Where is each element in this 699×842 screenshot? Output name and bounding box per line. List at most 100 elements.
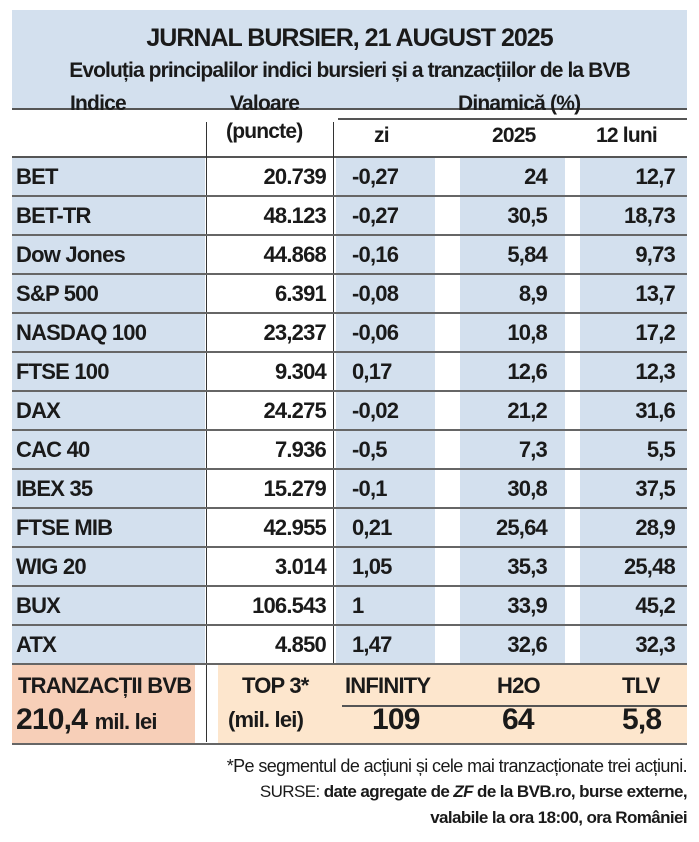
index-name: S&P 500 (12, 275, 205, 312)
index-value: 6.391 (274, 281, 327, 306)
change-ytd: 21,2 (460, 392, 565, 429)
change-ytd: 32,6 (460, 626, 565, 663)
change-day: 1 (336, 587, 435, 624)
change-12m: 31,6 (580, 392, 687, 429)
header-puncte: (puncte) (226, 120, 303, 143)
top3-label: TOP 3* (242, 673, 309, 698)
transactions-total: 210,4 mil. lei (16, 703, 158, 737)
column-divider (206, 122, 207, 742)
change-ytd: 30,5 (460, 197, 565, 234)
index-value: 15.279 (263, 476, 327, 501)
change-day: 1,05 (336, 548, 435, 585)
header-bottom-line (12, 156, 687, 158)
table-row: DAX 24.275 -0,02 21,2 31,6 (12, 392, 687, 431)
table-row: BET 20.739 -0,27 24 12,7 (12, 158, 687, 197)
change-12m: 5,5 (580, 431, 687, 468)
change-ytd: 12,6 (460, 353, 565, 390)
sources-label: SURSE: (259, 782, 320, 801)
index-table: BET 20.739 -0,27 24 12,7 BET-TR 48.123 -0,27 30,… (12, 158, 687, 665)
index-name: CAC 40 (12, 431, 205, 468)
page-title: JURNAL BURSIER, 21 AUGUST 2025 (146, 24, 553, 52)
change-12m: 9,73 (580, 236, 687, 273)
index-value: 20.739 (263, 164, 327, 189)
index-name: Dow Jones (12, 236, 205, 273)
header-valoare: Valoare (230, 92, 300, 115)
header-divider (338, 118, 687, 120)
header-zi: zi (374, 124, 390, 147)
transactions-label: TRANZACȚII BVB (18, 673, 192, 698)
column-divider (333, 122, 334, 665)
index-value: 48.123 (263, 203, 327, 228)
index-name: NASDAQ 100 (12, 314, 205, 351)
change-ytd: 5,84 (460, 236, 565, 273)
change-ytd: 24 (460, 158, 565, 195)
table-row: BUX 106.543 1 33,9 45,2 (12, 587, 687, 626)
change-12m: 28,9 (580, 509, 687, 546)
transactions-section: TRANZACȚII BVB 210,4 mil. lei TOP 3* (mi… (12, 665, 687, 745)
index-name: IBEX 35 (12, 470, 205, 507)
top3-name-2: H2O (497, 673, 541, 698)
table-row: CAC 40 7.936 -0,5 7,3 5,5 (12, 431, 687, 470)
index-value: 24.275 (263, 398, 327, 423)
transactions-total-value: 210,4 (16, 703, 88, 736)
change-day: 0,17 (336, 353, 435, 390)
index-name: BUX (12, 587, 205, 624)
index-name: BET (12, 158, 205, 195)
table-row: FTSE MIB 42.955 0,21 25,64 28,9 (12, 509, 687, 548)
change-12m: 32,3 (580, 626, 687, 663)
change-day: -0,16 (336, 236, 435, 273)
top3-value-2: 64 (502, 703, 535, 736)
change-ytd: 33,9 (460, 587, 565, 624)
change-day: -0,06 (336, 314, 435, 351)
sources-text-a: date agregate de (323, 782, 450, 801)
table-row: WIG 20 3.014 1,05 35,3 25,48 (12, 548, 687, 587)
change-12m: 17,2 (580, 314, 687, 351)
index-value: 3.014 (274, 554, 327, 579)
top3-unit: (mil. lei) (228, 707, 304, 732)
table-row: IBEX 35 15.279 -0,1 30,8 37,5 (12, 470, 687, 509)
index-name: BET-TR (12, 197, 205, 234)
sources-text-b: de la BVB.ro, burse externe, (477, 782, 688, 801)
change-day: -0,27 (336, 158, 435, 195)
title-band: JURNAL BURSIER, 21 AUGUST 2025 Evoluția … (12, 10, 687, 110)
change-ytd: 35,3 (460, 548, 565, 585)
top3-divider (342, 705, 687, 707)
change-12m: 12,3 (580, 353, 687, 390)
index-value: 7.936 (274, 437, 327, 462)
change-day: -0,5 (336, 431, 435, 468)
index-name: DAX (12, 392, 205, 429)
change-ytd: 10,8 (460, 314, 565, 351)
sources-zf: ZF (453, 782, 473, 801)
change-12m: 18,73 (580, 197, 687, 234)
index-value: 4.850 (274, 632, 327, 657)
sources-line-2: valabile la ora 18:00, ora României (430, 808, 687, 827)
change-12m: 37,5 (580, 470, 687, 507)
header-indice: Indice (70, 92, 127, 115)
index-value: 106.543 (252, 593, 327, 618)
table-row: S&P 500 6.391 -0,08 8,9 13,7 (12, 275, 687, 314)
index-name: WIG 20 (12, 548, 205, 585)
index-value: 9.304 (274, 359, 327, 384)
table-row: NASDAQ 100 23,237 -0,06 10,8 17,2 (12, 314, 687, 353)
change-day: -0,1 (336, 470, 435, 507)
index-value: 44.868 (263, 242, 327, 267)
top3-panel (218, 665, 687, 743)
top3-name-1: INFINITY (345, 673, 431, 698)
top3-value-1: 109 (372, 703, 420, 736)
change-day: -0,08 (336, 275, 435, 312)
sources-line-1: SURSE: date agregate de ZF de la BVB.ro,… (259, 782, 688, 802)
change-12m: 13,7 (580, 275, 687, 312)
table-row: ATX 4.850 1,47 32,6 32,3 (12, 626, 687, 665)
change-12m: 12,7 (580, 158, 687, 195)
table-row: Dow Jones 44.868 -0,16 5,84 9,73 (12, 236, 687, 275)
index-value: 42.955 (263, 515, 327, 540)
top3-name-3: TLV (622, 673, 660, 698)
change-day: -0,27 (336, 197, 435, 234)
top3-value-3: 5,8 (622, 703, 662, 736)
transactions-total-panel (12, 665, 195, 743)
table-row: FTSE 100 9.304 0,17 12,6 12,3 (12, 353, 687, 392)
footnote: *Pe segmentul de acțiuni și cele mai tra… (226, 756, 688, 776)
header-12-luni: 12 luni (596, 124, 658, 147)
change-ytd: 25,64 (460, 509, 565, 546)
change-ytd: 8,9 (460, 275, 565, 312)
